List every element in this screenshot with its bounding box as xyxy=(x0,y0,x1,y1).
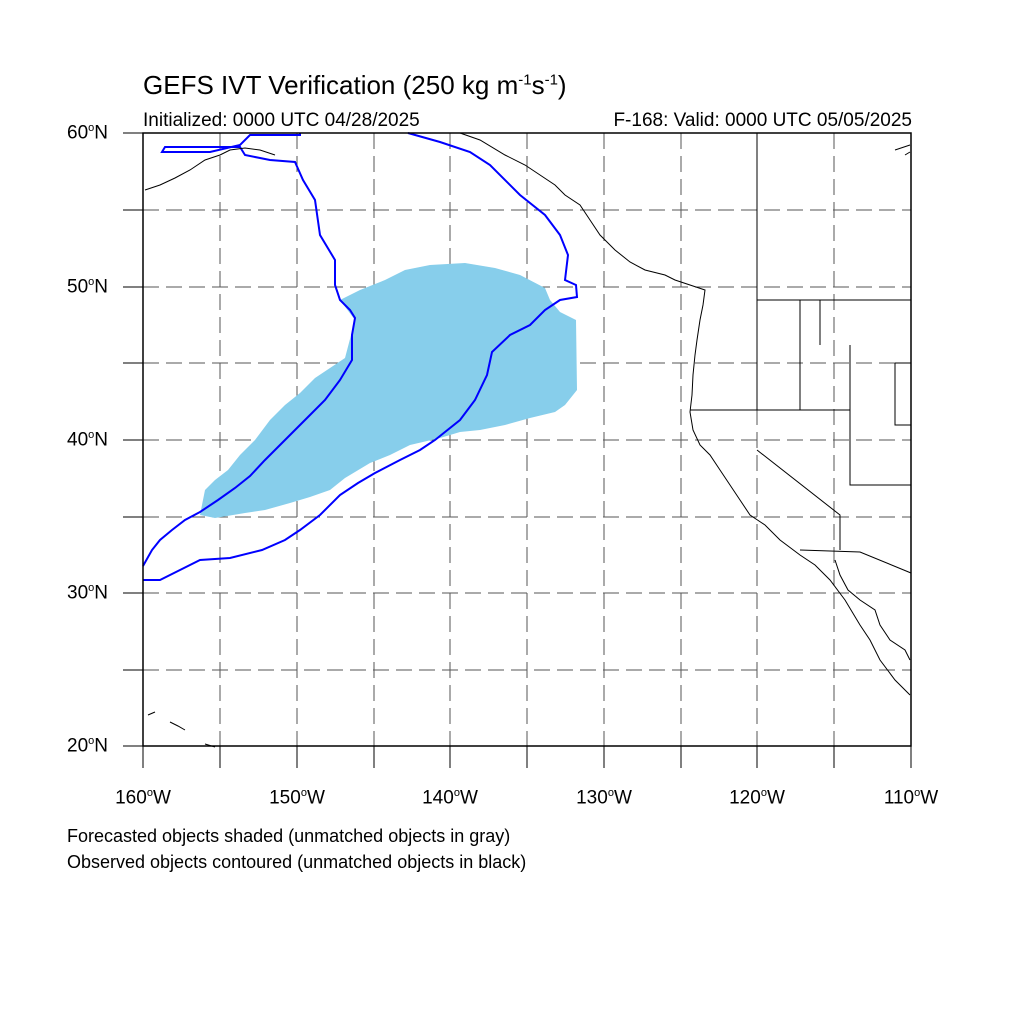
state-borders xyxy=(690,133,912,574)
note-observed: Observed objects contoured (unmatched ob… xyxy=(67,852,527,872)
observed-ivt-objects xyxy=(142,132,579,581)
lon-label-150w: 150oW xyxy=(269,787,325,809)
observed-object-west xyxy=(142,133,357,567)
coastline-west-us-mexico xyxy=(459,132,911,696)
lon-label-140w: 140oW xyxy=(422,787,478,809)
initialized-label: Initialized: 0000 UTC 04/28/2025 xyxy=(143,110,420,131)
lat-label-40n: 40oN xyxy=(67,429,108,451)
coastline-alaska-west xyxy=(144,147,276,191)
axis-ticks xyxy=(123,132,912,768)
lon-label-110w: 110oW xyxy=(883,787,939,809)
valid-time-label: F-168: Valid: 0000 UTC 05/05/2025 xyxy=(613,110,912,131)
lat-label-60n: 60oN xyxy=(67,122,108,144)
coastlines xyxy=(144,132,912,748)
observed-object-east xyxy=(143,132,579,581)
map-title: GEFS IVT Verification (250 kg m-1s-1) xyxy=(143,70,567,100)
lat-label-30n: 30oN xyxy=(67,582,108,604)
note-forecast: Forecasted objects shaded (unmatched obj… xyxy=(67,826,511,846)
lon-label-120w: 120oW xyxy=(729,787,785,809)
forecast-ivt-object xyxy=(200,263,577,518)
coastline-baja xyxy=(834,559,911,661)
coastline-upper-right xyxy=(894,144,911,156)
lon-label-160w: 160oW xyxy=(115,787,171,809)
coastline-aleutians xyxy=(147,711,216,748)
lat-label-20n: 20oN xyxy=(67,735,108,757)
lat-label-50n: 50oN xyxy=(67,276,108,298)
lon-label-130w: 130oW xyxy=(576,787,632,809)
